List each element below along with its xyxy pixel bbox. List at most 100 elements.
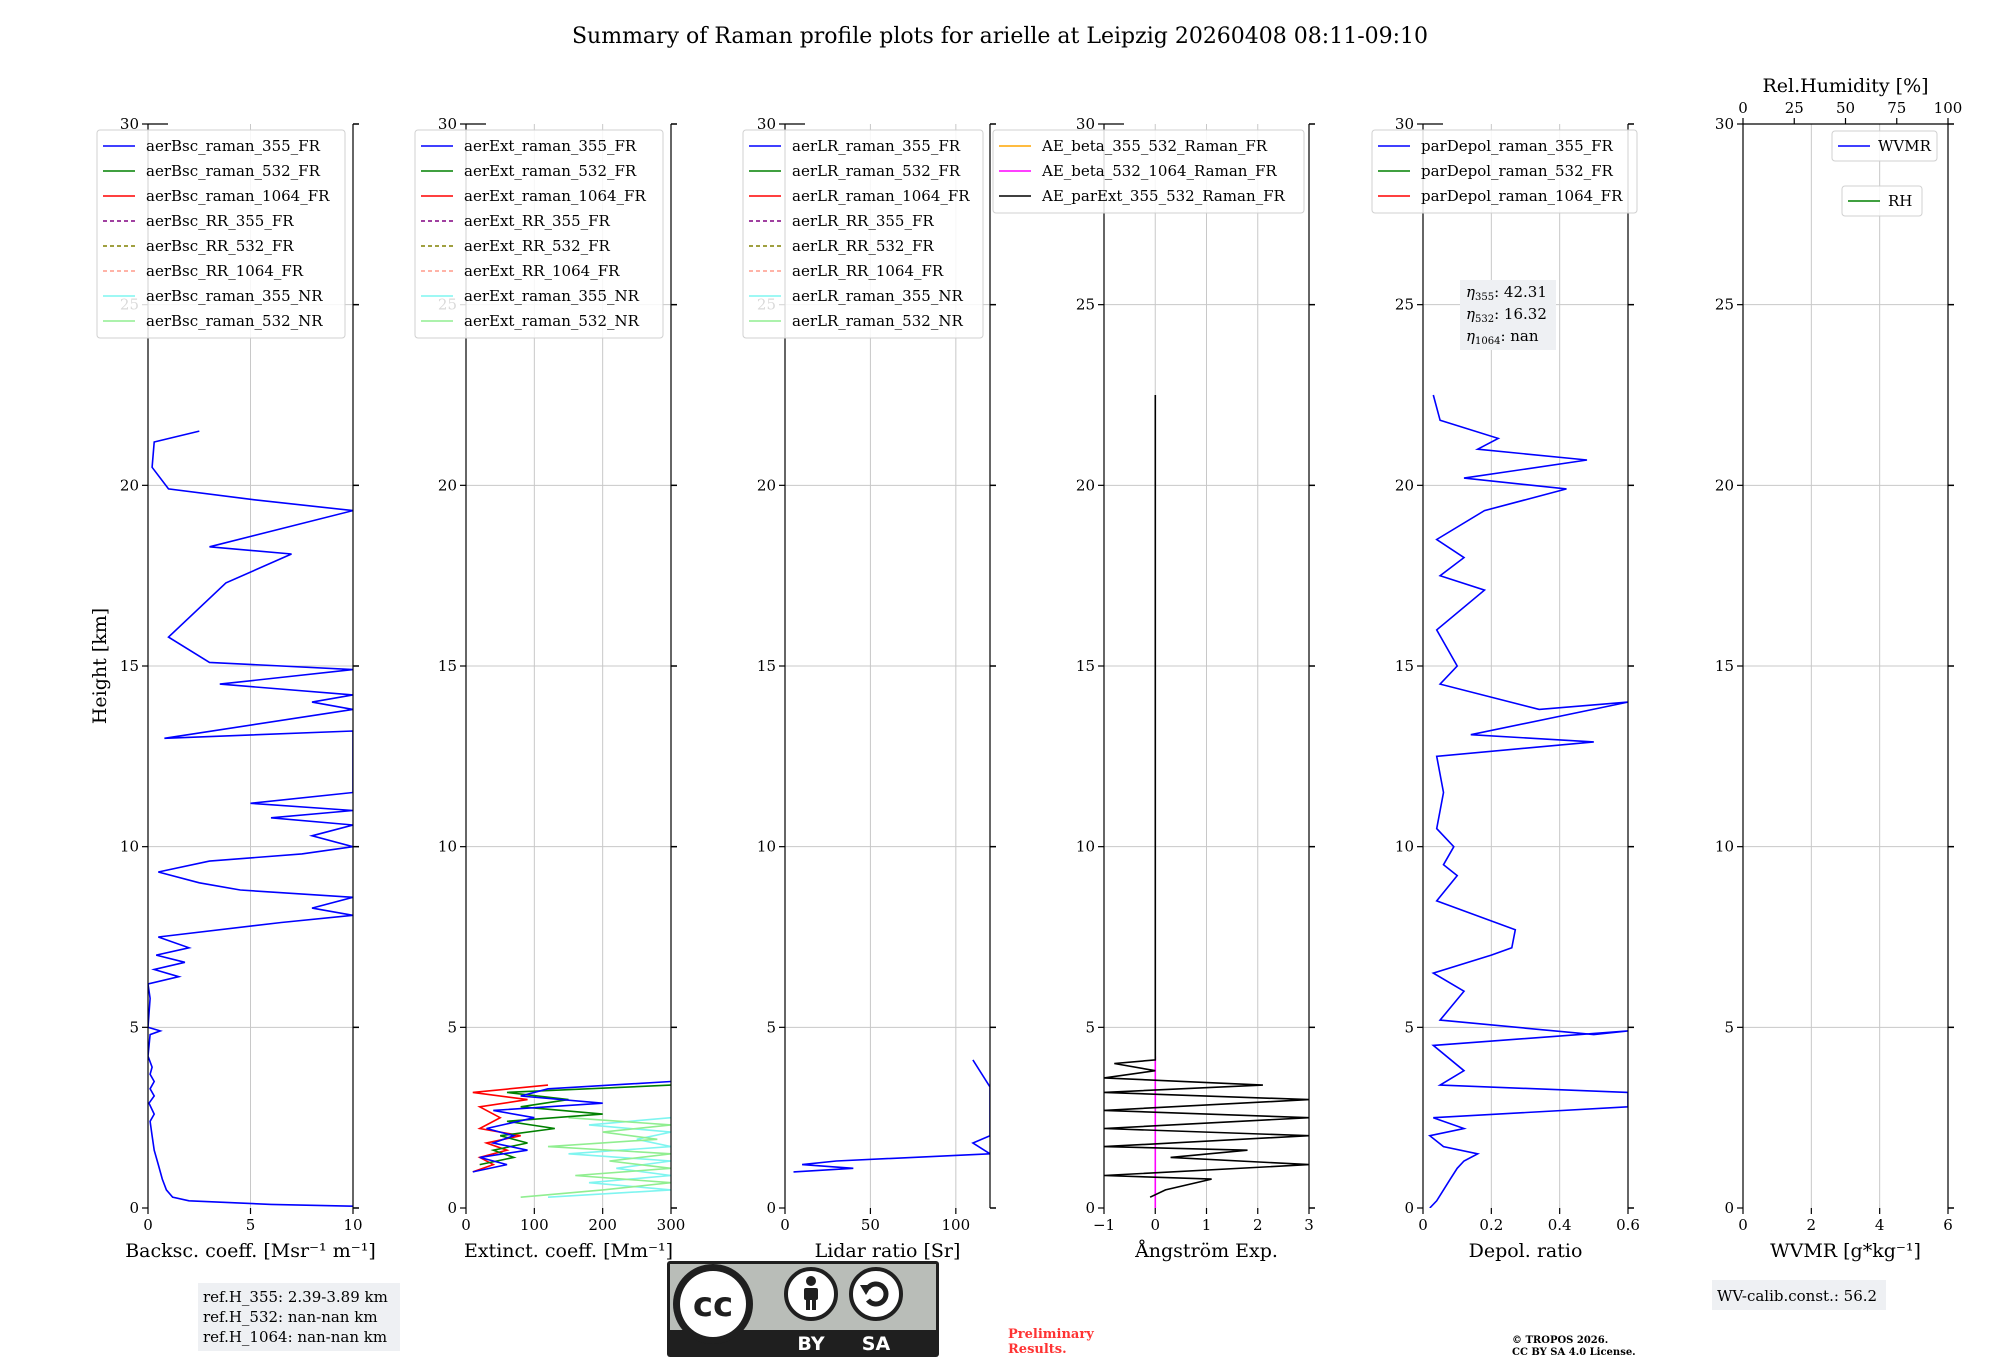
y-tick-label: 10 [438,838,457,856]
legend-label: aerBsc_raman_355_NR [146,287,323,305]
sa-label: SA [862,1333,891,1355]
y-tick-label: 20 [757,476,776,494]
eta-line: η1064: nan [1466,327,1539,347]
eta-subscript: 355 [1475,292,1494,303]
legend-depol: parDepol_raman_355_FR parDepol_raman_532_… [1371,129,1638,214]
legend-label: AE_beta_532_1064_Raman_FR [1041,162,1277,180]
annotation-line: ref.H_1064: nan-nan km [203,1328,387,1346]
legend-angstrom: AE_beta_355_532_Raman_FR AE_beta_532_1064… [992,129,1305,214]
x-axis-label-depol: Depol. ratio [1469,1240,1583,1262]
eta-symbol: η [1466,305,1475,323]
preliminary-line-1: Preliminary [1008,1327,1094,1342]
legend-label: aerExt_RR_1064_FR [464,262,620,280]
x-axis-label-wvmr: WVMR [g*kg⁻¹] [1770,1240,1921,1262]
series-line-aerExt_raman_355_NR [547,1116,671,1198]
top-tick-label: 0 [1738,99,1748,117]
x-axis-label-backscatter: Backsc. coeff. [Msr⁻¹ m⁻¹] [125,1240,376,1262]
y-tick-label: 30 [438,115,457,133]
x-tick-label: 100 [942,1216,971,1234]
top-tick-label: 50 [1836,99,1855,117]
annotation-line: ref.H_532: nan-nan km [203,1308,378,1326]
panel-extinction: 0510152025300100200300Extinct. coeff. [M… [414,115,685,1262]
series-group-depol [1427,394,1628,1208]
preliminary-line-2: Results. [1008,1342,1067,1357]
x-tick-label: 0 [1738,1216,1748,1234]
y-tick-label: 5 [1404,1018,1414,1036]
legend-label: aerLR_raman_1064_FR [792,187,970,205]
series-group-backscatter [148,430,353,1207]
legend-label: aerBsc_raman_532_NR [146,312,323,330]
legend-box [1831,130,1938,162]
x-tick-label: −1 [1093,1216,1115,1234]
x-tick-label: 100 [520,1216,549,1234]
x-tick-label: 2 [1253,1216,1263,1234]
y-tick-label: 25 [1715,296,1734,314]
legend-extinction: aerExt_raman_355_FR aerExt_raman_532_FRae… [414,129,664,339]
eta-line: η532: 16.32 [1466,305,1547,325]
y-tick-label: 0 [766,1199,776,1217]
x-axis-label-lidar_ratio: Lidar ratio [Sr] [815,1240,961,1262]
y-tick-label: 10 [120,838,139,856]
y-tick-label: 30 [757,115,776,133]
figure-title: Summary of Raman profile plots for ariel… [572,24,1428,49]
legend-box [1841,185,1923,217]
y-tick-label: 10 [1076,838,1095,856]
y-tick-label: 20 [1395,476,1414,494]
by-label: BY [797,1333,824,1355]
legend-label: aerExt_raman_355_FR [464,137,637,155]
annotation-line: ref.H_355: 2.39-3.89 km [203,1288,388,1306]
sa-share-icon [849,1267,903,1321]
series-line-aerLR_raman_355_FR [793,1059,990,1173]
eta-symbol: η [1466,283,1475,301]
series-line-aerExt_raman_532_NR [520,1116,671,1198]
x-tick-label: 5 [246,1216,256,1234]
y-tick-label: 15 [120,657,139,675]
eta-value: : 42.31 [1494,283,1547,301]
legend-lidar_ratio: aerLR_raman_355_FR aerLR_raman_532_FR aerL… [742,129,984,339]
x-tick-label: 0.6 [1616,1216,1640,1234]
legend-box [96,129,346,339]
y-tick-label: 0 [129,1199,139,1217]
panels: Height [km]0510152025300510Backsc. coeff… [89,75,1962,1351]
x-tick-label: 4 [1875,1216,1885,1234]
legend-label: aerBsc_raman_532_FR [146,162,321,180]
annotation-line: WV-calib.const.: 56.2 [1717,1287,1877,1305]
cc-license-badge: cc BY SA [667,1261,939,1357]
y-tick-label: 15 [1395,657,1414,675]
y-tick-label: 25 [1395,296,1414,314]
legend-label: parDepol_raman_1064_FR [1421,187,1623,205]
legend-box [414,129,664,339]
legend-label: parDepol_raman_355_FR [1421,137,1614,155]
y-tick-label: 20 [1076,476,1095,494]
legend-label: WVMR [1878,137,1932,155]
x-tick-label: 50 [861,1216,880,1234]
y-tick-label: 30 [1076,115,1095,133]
series-line-aerExt_raman_532_FR [479,1084,671,1166]
y-tick-label: 30 [1395,115,1414,133]
top-tick-label: 25 [1785,99,1804,117]
y-tick-label: 10 [757,838,776,856]
x-tick-label: 10 [343,1216,362,1234]
y-tick-label: 5 [1724,1018,1734,1036]
by-person-icon [784,1267,838,1321]
y-tick-label: 10 [1395,838,1414,856]
legend-label: aerLR_raman_532_NR [792,312,963,330]
y-tick-label: 15 [1076,657,1095,675]
x-tick-label: 0.4 [1548,1216,1572,1234]
y-tick-label: 0 [1085,1199,1095,1217]
legend-label: aerLR_RR_355_FR [792,212,934,230]
x-axis-label-extinction: Extinct. coeff. [Mm⁻¹] [464,1240,673,1262]
x-tick-label: 1 [1202,1216,1212,1234]
panel-depol: 0 5 10 15 20 25 30 0 0.2 0.4 0.6 Depol. ratio parDep… [1371,115,1640,1262]
eta-subscript: 1064 [1475,336,1500,347]
cc-text: cc [693,1285,733,1325]
legend-label: aerBsc_RR_355_FR [146,212,294,230]
y-tick-label: 25 [1076,296,1095,314]
y-tick-label: 15 [757,657,776,675]
y-tick-label: 0 [1404,1199,1414,1217]
legend-label: aerLR_raman_532_FR [792,162,961,180]
y-tick-label: 30 [120,115,139,133]
series-group-angstrom [1104,395,1309,1208]
